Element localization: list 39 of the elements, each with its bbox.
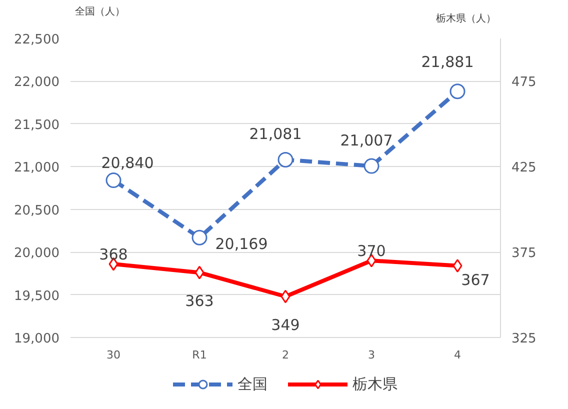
point	[364, 158, 380, 174]
y-tick-label: 21,000	[14, 160, 60, 176]
data-label: 349	[271, 316, 300, 334]
data-label: 363	[185, 292, 214, 310]
y2-tick-label: 425	[512, 160, 536, 176]
point	[192, 230, 208, 246]
y2-tick-label: 475	[512, 75, 536, 90]
data-label: 20,840	[101, 154, 154, 172]
y2-axis-title: 栃木県（人）	[436, 12, 496, 24]
point	[450, 84, 466, 100]
point	[106, 172, 122, 188]
data-label: 368	[99, 246, 128, 264]
y-tick-label: 19,500	[14, 288, 60, 304]
point	[194, 266, 204, 280]
data-label: 21,007	[340, 132, 393, 150]
y-tick-label: 20,000	[14, 246, 60, 262]
y-tick-label: 22,000	[14, 75, 60, 90]
point	[280, 290, 290, 304]
x-tick-label: R1	[192, 348, 207, 362]
data-label: 21,881	[421, 52, 474, 71]
point	[278, 152, 294, 168]
y-tick-label: 22,500	[14, 32, 60, 48]
data-label: 370	[357, 242, 386, 260]
legend-label: 栃木県	[352, 374, 398, 394]
y-tick-label: 19,000	[14, 332, 60, 346]
data-label: 20,169	[215, 235, 268, 254]
legend-label: 全国	[238, 374, 268, 394]
y-axis-title: 全国（人）	[74, 5, 125, 18]
x-tick-label: 2	[282, 348, 289, 362]
y2-tick-label: 375	[512, 246, 536, 262]
data-label: 367	[461, 271, 490, 290]
y2-tick-label: 325	[512, 332, 536, 346]
point	[452, 258, 462, 272]
data-label: 21,081	[249, 125, 302, 144]
x-tick-label: 30	[106, 348, 120, 362]
x-tick-label: 3	[368, 348, 375, 362]
x-tick-label: 4	[454, 348, 461, 362]
y-tick-label: 21,500	[14, 118, 60, 133]
y-tick-label: 20,500	[14, 203, 60, 218]
